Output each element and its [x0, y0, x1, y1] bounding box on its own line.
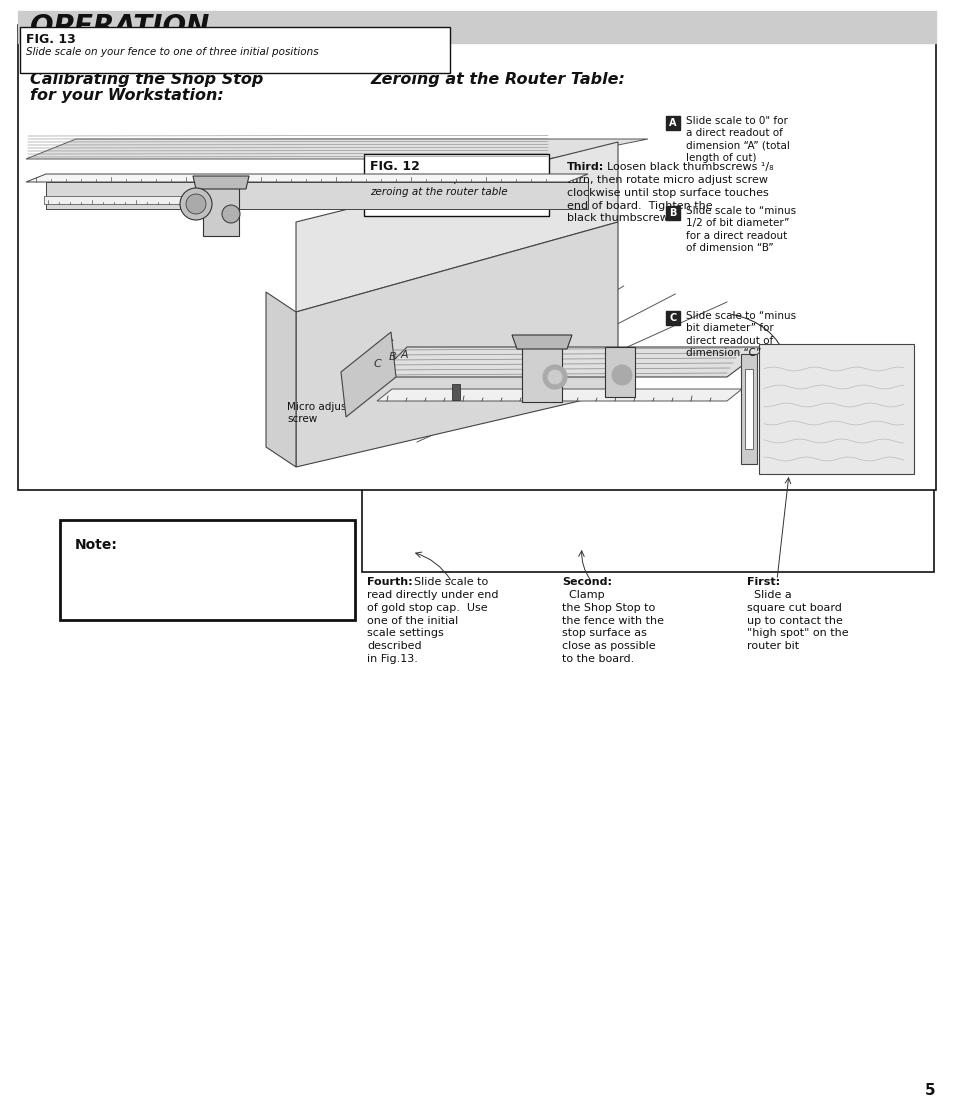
Polygon shape: [295, 142, 618, 312]
Circle shape: [186, 194, 206, 214]
Text: Second:: Second:: [561, 577, 612, 587]
Text: C: C: [374, 359, 381, 369]
Circle shape: [547, 370, 561, 384]
Bar: [60, 519, 355, 620]
Polygon shape: [46, 182, 587, 209]
Text: for your Workstation:: for your Workstation:: [30, 88, 224, 103]
Bar: [744, 369, 752, 450]
Text: Slide scale to 0" for
a direct readout of
dimension “A” (total
length of cut): Slide scale to 0" for a direct readout o…: [685, 117, 789, 163]
Polygon shape: [266, 292, 295, 467]
Bar: [364, 154, 548, 216]
Bar: [665, 206, 679, 220]
Text: 5: 5: [923, 1083, 934, 1098]
Polygon shape: [376, 347, 766, 377]
Polygon shape: [44, 196, 199, 204]
Text: OPERATION: OPERATION: [30, 13, 209, 41]
Bar: [665, 311, 679, 325]
Text: Zeroing at the Router Table:: Zeroing at the Router Table:: [370, 72, 624, 87]
Text: Slide scale to: Slide scale to: [407, 577, 488, 587]
Bar: [18, 11, 935, 43]
Text: B: B: [669, 208, 676, 218]
Text: turn, then rotate micro adjust screw
clockwise until stop surface touches
end of: turn, then rotate micro adjust screw clo…: [566, 175, 768, 223]
Text: FIG. 12: FIG. 12: [370, 160, 419, 173]
Text: read directly under end
of gold stop cap.  Use
one of the initial
scale settings: read directly under end of gold stop cap…: [367, 591, 498, 664]
Circle shape: [612, 365, 631, 385]
Polygon shape: [512, 335, 572, 349]
Polygon shape: [340, 332, 395, 417]
Polygon shape: [376, 388, 741, 401]
Text: Slide a
square cut board
up to contact the
"high spot" on the
router bit: Slide a square cut board up to contact t…: [746, 591, 848, 652]
Text: Calibrating the Shop Stop: Calibrating the Shop Stop: [30, 72, 263, 87]
Text: Third:: Third:: [566, 162, 603, 172]
Text: zeroing at the router table: zeroing at the router table: [370, 186, 507, 196]
Text: A: A: [400, 350, 408, 360]
Polygon shape: [193, 176, 249, 189]
Text: Note:: Note:: [75, 538, 118, 552]
Text: C: C: [669, 313, 676, 323]
Polygon shape: [521, 347, 561, 402]
Polygon shape: [759, 344, 913, 474]
Bar: [665, 117, 679, 130]
Bar: [452, 384, 459, 400]
Bar: [203, 186, 239, 236]
Bar: [20, 27, 450, 73]
Bar: [604, 347, 635, 397]
Text: First:: First:: [746, 577, 780, 587]
Circle shape: [222, 205, 240, 223]
Text: Fourth:: Fourth:: [367, 577, 413, 587]
Text: Slide scale to “minus
bit diameter” for
direct readout of
dimension “C”: Slide scale to “minus bit diameter” for …: [685, 311, 796, 359]
Text: Clamp
the Shop Stop to
the fence with the
stop surface as
close as possible
to t: Clamp the Shop Stop to the fence with th…: [561, 591, 663, 664]
Text: FIG. 13: FIG. 13: [26, 33, 75, 46]
Bar: [18, 26, 935, 490]
Text: Slide scale to “minus
1/2 of bit diameter”
for a direct readout
of dimension “B”: Slide scale to “minus 1/2 of bit diamete…: [685, 206, 796, 253]
Polygon shape: [26, 139, 647, 159]
Text: Micro adjust
screw: Micro adjust screw: [287, 402, 351, 424]
Text: Slide scale on your fence to one of three initial positions: Slide scale on your fence to one of thre…: [26, 47, 318, 57]
Polygon shape: [26, 174, 587, 182]
Polygon shape: [295, 222, 618, 467]
Bar: [361, 152, 933, 572]
Bar: [740, 354, 757, 464]
Text: Loosen black thumbscrews ¹/₈: Loosen black thumbscrews ¹/₈: [599, 162, 773, 172]
Text: A: A: [669, 118, 676, 128]
Circle shape: [542, 365, 566, 388]
Text: Follow these steps for: Follow these steps for: [370, 174, 483, 184]
Text: B: B: [389, 352, 396, 362]
Circle shape: [180, 188, 212, 220]
